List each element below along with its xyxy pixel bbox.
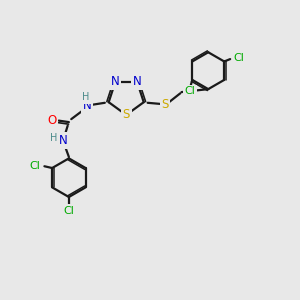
Text: H: H: [50, 133, 58, 143]
Text: N: N: [133, 75, 141, 88]
Text: O: O: [47, 114, 57, 127]
Text: H: H: [82, 92, 89, 102]
Text: Cl: Cl: [63, 206, 74, 216]
Text: N: N: [111, 75, 120, 88]
Text: Cl: Cl: [184, 86, 195, 96]
Text: Cl: Cl: [29, 161, 40, 171]
Text: N: N: [83, 99, 92, 112]
Text: S: S: [122, 108, 130, 122]
Text: N: N: [59, 134, 68, 147]
Text: S: S: [161, 98, 169, 111]
Text: Cl: Cl: [234, 53, 244, 63]
